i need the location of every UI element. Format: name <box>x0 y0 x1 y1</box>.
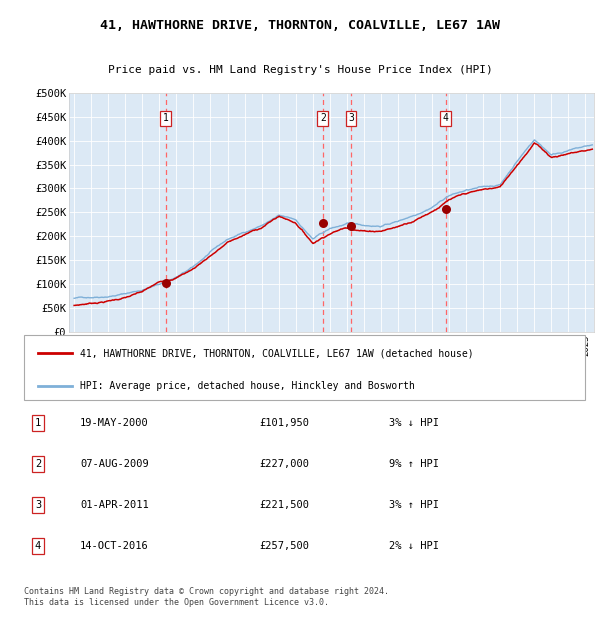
Text: HPI: Average price, detached house, Hinckley and Bosworth: HPI: Average price, detached house, Hinc… <box>80 381 415 391</box>
FancyBboxPatch shape <box>24 335 585 400</box>
Text: 2% ↓ HPI: 2% ↓ HPI <box>389 541 439 551</box>
Text: 14-OCT-2016: 14-OCT-2016 <box>80 541 149 551</box>
Text: 4: 4 <box>35 541 41 551</box>
Text: 41, HAWTHORNE DRIVE, THORNTON, COALVILLE, LE67 1AW (detached house): 41, HAWTHORNE DRIVE, THORNTON, COALVILLE… <box>80 348 474 358</box>
Text: 2: 2 <box>35 459 41 469</box>
Text: 1: 1 <box>163 113 169 123</box>
Text: 3% ↓ HPI: 3% ↓ HPI <box>389 418 439 428</box>
Text: 2: 2 <box>320 113 326 123</box>
Text: Contains HM Land Registry data © Crown copyright and database right 2024.
This d: Contains HM Land Registry data © Crown c… <box>24 587 389 608</box>
Text: 3: 3 <box>348 113 354 123</box>
Text: 4: 4 <box>443 113 448 123</box>
Text: £257,500: £257,500 <box>260 541 310 551</box>
Text: 1: 1 <box>35 418 41 428</box>
Text: 19-MAY-2000: 19-MAY-2000 <box>80 418 149 428</box>
Text: £221,500: £221,500 <box>260 500 310 510</box>
Text: £227,000: £227,000 <box>260 459 310 469</box>
Text: 3: 3 <box>35 500 41 510</box>
Text: 07-AUG-2009: 07-AUG-2009 <box>80 459 149 469</box>
Text: 3% ↑ HPI: 3% ↑ HPI <box>389 500 439 510</box>
Text: 01-APR-2011: 01-APR-2011 <box>80 500 149 510</box>
Text: 9% ↑ HPI: 9% ↑ HPI <box>389 459 439 469</box>
Text: Price paid vs. HM Land Registry's House Price Index (HPI): Price paid vs. HM Land Registry's House … <box>107 65 493 75</box>
Text: 41, HAWTHORNE DRIVE, THORNTON, COALVILLE, LE67 1AW: 41, HAWTHORNE DRIVE, THORNTON, COALVILLE… <box>100 19 500 32</box>
Text: £101,950: £101,950 <box>260 418 310 428</box>
